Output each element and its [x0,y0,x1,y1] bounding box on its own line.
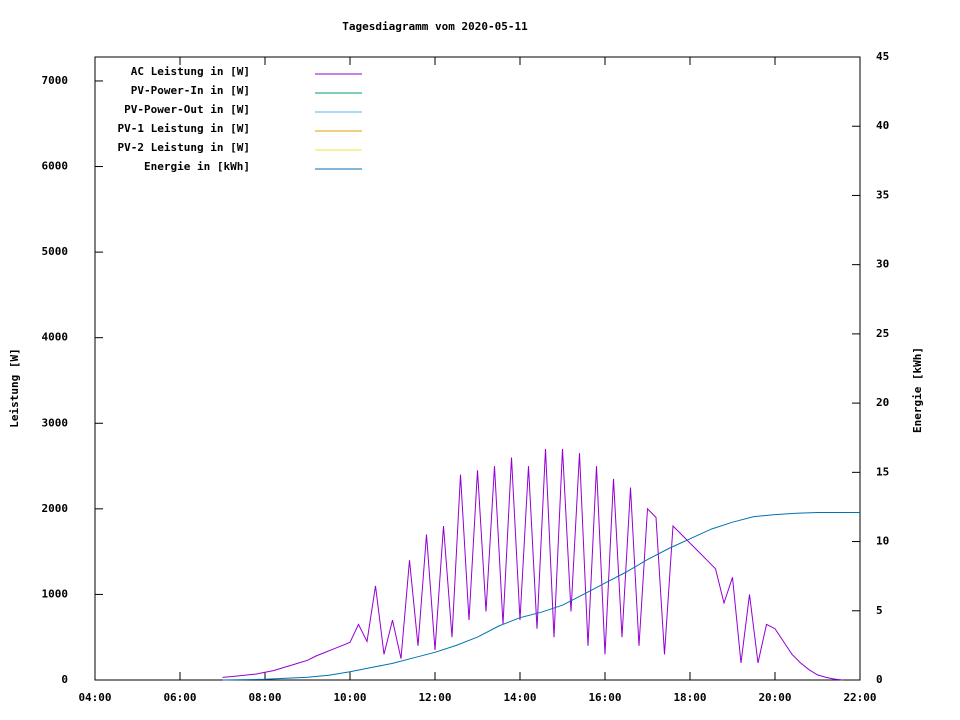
series-line [222,512,860,681]
x-tick-label: 08:00 [248,691,281,704]
legend-label: AC Leistung in [W] [131,65,250,78]
y-axis-label: Leistung [W] [8,348,21,427]
y-tick-label: 5000 [42,245,69,258]
x-tick-label: 10:00 [333,691,366,704]
x-tick-label: 14:00 [503,691,536,704]
y-tick-label: 0 [61,673,68,686]
y2-tick-label: 10 [876,535,889,548]
legend-label: PV-Power-Out in [W] [124,103,250,116]
legend-label: PV-2 Leistung in [W] [118,141,250,154]
legend-label: PV-Power-In in [W] [131,84,250,97]
y-tick-label: 7000 [42,74,69,87]
x-tick-label: 06:00 [163,691,196,704]
y2-tick-label: 20 [876,396,889,409]
legend-label: Energie in [kWh] [144,160,250,173]
y2-axis-label: Energie [kWh] [911,347,924,433]
y2-tick-label: 5 [876,604,883,617]
series-line [222,448,844,681]
y2-tick-label: 35 [876,188,889,201]
y2-tick-label: 15 [876,465,889,478]
x-tick-label: 18:00 [673,691,706,704]
x-tick-label: 22:00 [843,691,876,704]
y-tick-label: 6000 [42,160,69,173]
y-tick-label: 1000 [42,587,69,600]
y-tick-label: 2000 [42,502,69,515]
y2-tick-label: 40 [876,119,889,132]
chart-title: Tagesdiagramm vom 2020-05-11 [342,20,528,33]
x-tick-label: 12:00 [418,691,451,704]
y2-tick-label: 30 [876,258,889,271]
y-tick-label: 3000 [42,416,69,429]
y-tick-label: 4000 [42,331,69,344]
legend-label: PV-1 Leistung in [W] [118,122,250,135]
y2-tick-label: 25 [876,327,889,340]
x-tick-label: 16:00 [588,691,621,704]
x-tick-label: 04:00 [78,691,111,704]
plot-frame [94,56,861,681]
y2-tick-label: 45 [876,50,889,63]
x-tick-label: 20:00 [758,691,791,704]
y2-tick-label: 0 [876,673,883,686]
